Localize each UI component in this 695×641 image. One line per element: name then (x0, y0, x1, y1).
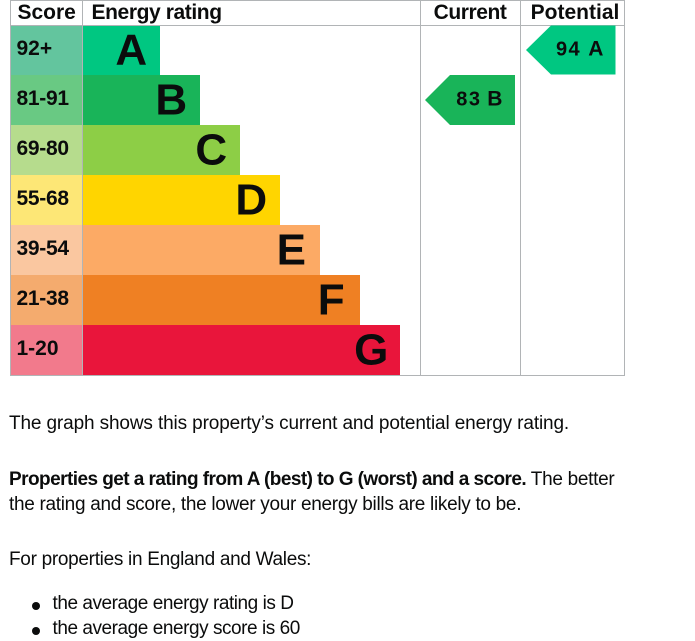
svg-text:A: A (588, 38, 603, 61)
svg-text:Score: Score (18, 1, 76, 24)
svg-text:69-80: 69-80 (17, 137, 69, 160)
svg-text:D: D (235, 175, 267, 224)
svg-text:A: A (115, 25, 147, 74)
svg-text:1-20: 1-20 (17, 337, 59, 360)
svg-text:39-54: 39-54 (17, 237, 70, 260)
svg-text:94: 94 (556, 39, 581, 61)
svg-text:Potential: Potential (531, 1, 620, 24)
svg-text:21-38: 21-38 (17, 287, 70, 310)
svg-text:55-68: 55-68 (17, 187, 70, 210)
svg-text:Current: Current (434, 1, 507, 24)
svg-text:B: B (487, 88, 502, 111)
svg-text:92+: 92+ (17, 37, 53, 60)
svg-text:C: C (195, 125, 227, 174)
svg-text:F: F (318, 275, 345, 324)
svg-text:Energy rating: Energy rating (92, 1, 222, 24)
svg-text:83: 83 (456, 89, 481, 111)
svg-text:81-91: 81-91 (17, 87, 70, 110)
svg-text:G: G (354, 325, 388, 374)
svg-text:E: E (277, 225, 306, 274)
svg-text:B: B (155, 75, 187, 124)
